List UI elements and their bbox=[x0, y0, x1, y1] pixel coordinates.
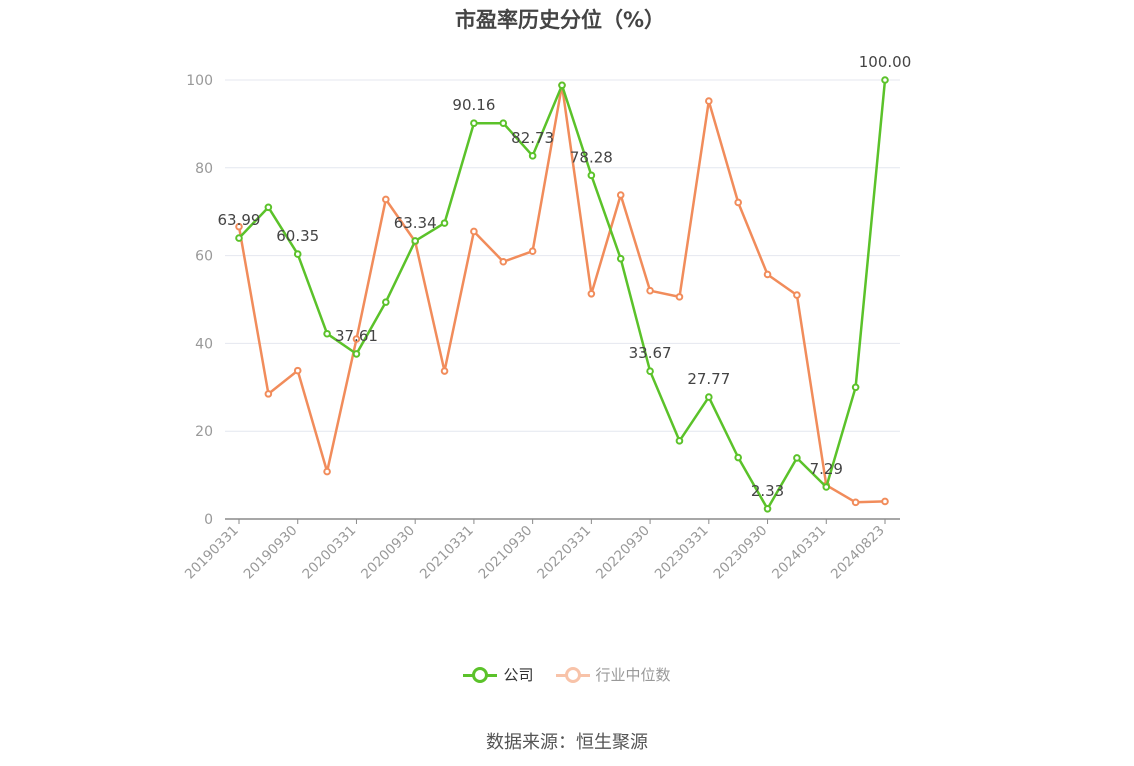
data-label-company: 2.33 bbox=[751, 482, 784, 500]
x-tick-label: 20230331 bbox=[652, 523, 712, 583]
data-point-company bbox=[470, 119, 478, 127]
y-tick-label: 20 bbox=[195, 424, 213, 440]
data-point-industry bbox=[763, 270, 772, 279]
chart-title: 市盈率历史分位（%） bbox=[454, 8, 666, 32]
data-point-company bbox=[558, 81, 566, 90]
x-tick-label: 20210930 bbox=[476, 523, 536, 583]
data-label-company: 100.00 bbox=[859, 53, 912, 71]
data-source: 数据来源：恒生聚源 bbox=[486, 732, 648, 753]
data-point-company bbox=[851, 383, 860, 392]
y-tick-label: 40 bbox=[195, 336, 213, 352]
data-point-industry bbox=[235, 222, 243, 231]
data-point-company bbox=[293, 250, 302, 258]
x-tick-label: 20210331 bbox=[417, 523, 477, 583]
data-point-industry bbox=[793, 291, 801, 299]
x-tick-label: 20230930 bbox=[710, 523, 770, 583]
data-point-company bbox=[675, 437, 684, 445]
data-label-company: 78.28 bbox=[570, 148, 613, 166]
data-point-industry bbox=[440, 367, 449, 375]
data-label-company: 27.77 bbox=[687, 370, 730, 388]
data-point-industry bbox=[382, 195, 390, 204]
data-point-company bbox=[822, 483, 831, 491]
y-tick-label: 100 bbox=[186, 73, 213, 89]
x-tick-label: 20220930 bbox=[593, 523, 653, 583]
data-point-company bbox=[235, 234, 243, 242]
y-tick-label: 60 bbox=[195, 249, 213, 265]
data-point-industry bbox=[881, 497, 889, 506]
data-labels: 63.99 60.35 37.61 63.34 90.16 82.73 78.28 33.67… bbox=[218, 53, 912, 500]
data-label-company: 60.35 bbox=[276, 227, 319, 245]
data-point-company bbox=[528, 152, 537, 160]
data-point-industry bbox=[587, 289, 596, 298]
data-point-company bbox=[352, 350, 361, 358]
series-line-company bbox=[238, 79, 887, 511]
legend-line-marker-icon bbox=[555, 665, 590, 685]
y-tick-label: 0 bbox=[204, 512, 213, 528]
data-point-industry bbox=[293, 366, 302, 375]
x-tick-label: 20220331 bbox=[534, 523, 594, 583]
data-point-industry bbox=[705, 97, 713, 105]
data-point-company bbox=[763, 504, 772, 513]
x-tick-label: 20200331 bbox=[299, 523, 359, 583]
data-point-company bbox=[264, 203, 273, 212]
series-line-industry bbox=[237, 84, 886, 504]
data-point-company bbox=[881, 76, 889, 84]
data-label-company: 82.73 bbox=[511, 129, 554, 147]
data-point-company bbox=[382, 298, 390, 306]
data-point-company bbox=[440, 219, 449, 227]
line-chart: 0 20 40 60 80 100 2019033120190930202003312020… bbox=[182, 53, 912, 582]
legend-label-industry: 行业中位数 bbox=[595, 666, 671, 684]
data-point-industry bbox=[470, 227, 478, 236]
data-point-company bbox=[734, 453, 742, 462]
data-point-company bbox=[646, 367, 654, 375]
data-point-industry bbox=[323, 467, 331, 476]
data-point-industry bbox=[264, 390, 273, 398]
data-point-company bbox=[616, 254, 625, 263]
x-tick-label: 20190331 bbox=[182, 523, 242, 583]
legend-item-company[interactable]: 公司 bbox=[463, 664, 534, 685]
data-label-company: 37.61 bbox=[335, 327, 378, 345]
data-point-industry bbox=[851, 498, 860, 507]
axes: 0 20 40 60 80 100 2019033120190930202003312020… bbox=[182, 73, 900, 582]
data-label-company: 7.29 bbox=[810, 460, 843, 478]
legend: 公司 行业中位数 bbox=[0, 664, 1134, 685]
data-point-industry bbox=[675, 293, 684, 301]
data-point-company bbox=[587, 171, 596, 180]
data-point-industry bbox=[616, 191, 625, 199]
data-label-company: 33.67 bbox=[629, 344, 672, 362]
legend-label-company: 公司 bbox=[503, 666, 534, 684]
data-label-company: 63.34 bbox=[394, 214, 437, 232]
x-tick-label: 20240823 bbox=[828, 523, 888, 583]
series-lines bbox=[235, 76, 889, 513]
data-point-industry bbox=[352, 335, 361, 343]
y-tick-label: 80 bbox=[195, 161, 213, 177]
data-point-company bbox=[705, 393, 713, 401]
legend-line-marker-icon bbox=[463, 665, 498, 685]
data-point-company bbox=[323, 329, 331, 338]
data-point-company bbox=[411, 237, 419, 245]
data-point-industry bbox=[734, 198, 742, 207]
grid-lines bbox=[225, 79, 900, 432]
data-point-industry bbox=[528, 247, 537, 256]
data-label-company: 90.16 bbox=[452, 96, 495, 114]
data-label-company: 63.99 bbox=[218, 211, 261, 229]
data-point-company bbox=[499, 119, 508, 127]
x-tick-label: 20190930 bbox=[241, 523, 301, 583]
data-point-company bbox=[793, 454, 801, 462]
x-tick-label: 20200930 bbox=[358, 523, 418, 583]
x-tick-label: 20240331 bbox=[769, 523, 829, 583]
data-point-industry bbox=[646, 286, 654, 295]
legend-item-industry[interactable]: 行业中位数 bbox=[555, 664, 671, 685]
data-point-industry bbox=[499, 257, 508, 266]
